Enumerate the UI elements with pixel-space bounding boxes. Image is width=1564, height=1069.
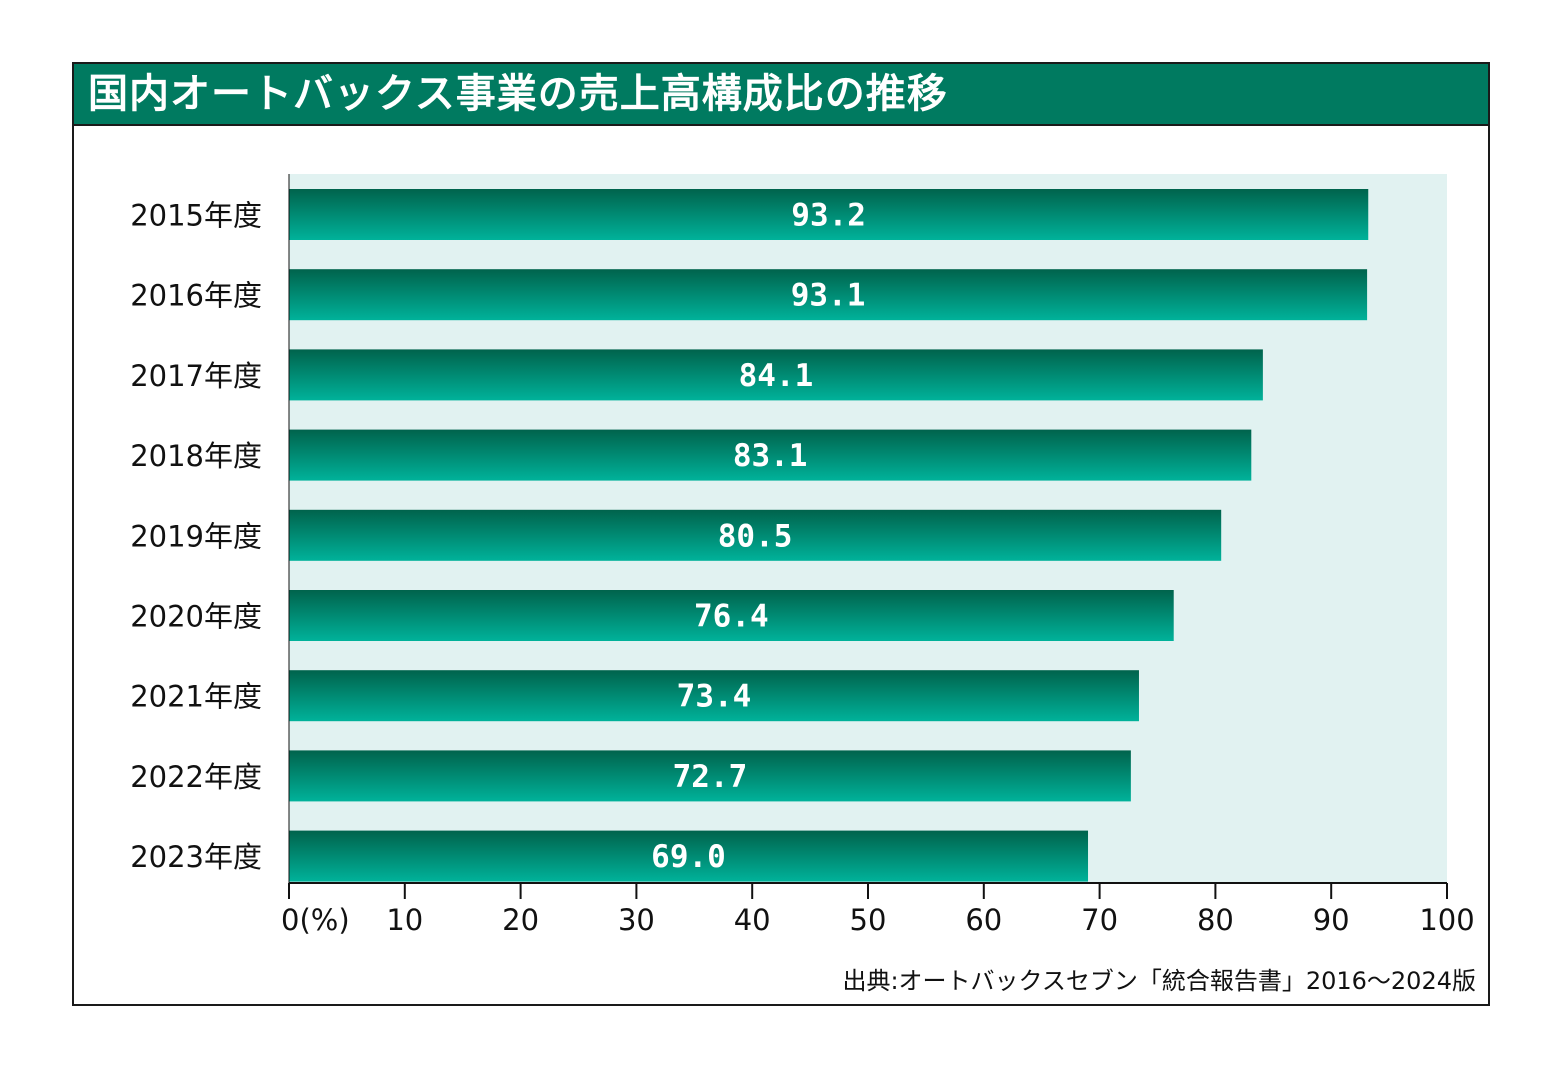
category-label: 2023年度: [130, 840, 262, 874]
bar-2016年度: [289, 269, 1368, 321]
category-label: 2016年度: [130, 279, 262, 313]
value-label: 83.1: [733, 438, 808, 474]
category-label: 2018年度: [130, 439, 262, 473]
chart-title: 国内オートバックス事業の売上高構成比の推移: [88, 71, 948, 117]
value-label: 93.1: [791, 278, 866, 314]
x-tick-label: 60: [965, 903, 1002, 937]
x-tick-label: 70: [1081, 903, 1118, 937]
x-tick-label: 90: [1313, 903, 1350, 937]
category-label: 2020年度: [130, 600, 262, 634]
x-tick-label: 40: [734, 903, 771, 937]
bar-2021年度: [289, 670, 1139, 722]
x-tick-label: 100: [1419, 903, 1474, 937]
bar-2022年度: [289, 750, 1131, 802]
value-label: 76.4: [694, 599, 769, 635]
x-tick-label: 80: [1197, 903, 1234, 937]
bar-2020年度: [289, 590, 1174, 641]
category-label: 2021年度: [130, 680, 262, 714]
category-label: 2015年度: [130, 199, 262, 233]
value-label: 84.1: [739, 358, 814, 394]
category-label: 2019年度: [130, 519, 262, 553]
x-tick-label: 10: [386, 903, 423, 937]
bar-2018年度: [289, 429, 1252, 481]
x-tick-label: 30: [618, 903, 655, 937]
x-tick-label: 50: [850, 903, 887, 937]
value-label: 69.0: [651, 839, 726, 875]
value-label: 80.5: [718, 518, 793, 554]
value-label: 72.7: [673, 759, 748, 795]
value-label: 93.2: [791, 198, 866, 234]
x-tick-label: 0(%): [281, 903, 350, 937]
category-label: 2022年度: [130, 760, 262, 794]
category-label: 2017年度: [130, 359, 262, 393]
title-bar: 国内オートバックス事業の売上高構成比の推移: [74, 64, 1488, 126]
bar-2023年度: [289, 830, 1089, 882]
bar-2017年度: [289, 349, 1263, 401]
x-tick-label: 20: [502, 903, 539, 937]
bar-2015年度: [289, 189, 1369, 240]
value-label: 73.4: [677, 679, 752, 715]
bar-2019年度: [289, 509, 1222, 561]
source-note: 出典:オートバックスセブン「統合報告書」2016〜2024版: [842, 967, 1476, 995]
